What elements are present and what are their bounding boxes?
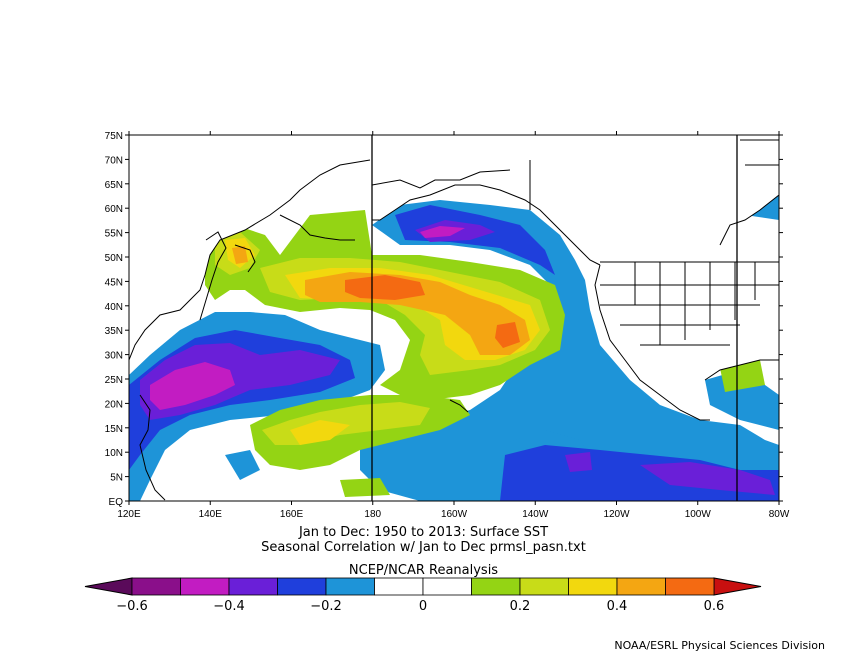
colorbar-swatch — [131, 577, 181, 596]
caption-line-2: Seasonal Correlation w/ Jan to Dec prmsl… — [261, 540, 586, 555]
colorbar-swatch — [519, 577, 569, 596]
lat-label: 75N — [105, 131, 123, 142]
lat-label: 5N — [110, 473, 123, 484]
colorbar-low-arrow — [84, 577, 133, 596]
credit-text: NOAA/ESRL Physical Sciences Division — [614, 639, 825, 652]
lon-label: 160W — [441, 509, 468, 520]
colorbar-label: 0 — [419, 599, 427, 614]
coastlines — [129, 139, 779, 501]
colorbar-swatch — [471, 577, 521, 596]
lon-label: 80W — [769, 509, 790, 520]
longitude-axis: 120E 140E 160E 180 160W 140W 120W 100W 80W — [117, 131, 790, 520]
lat-label: 15N — [105, 424, 123, 435]
correlation-field — [129, 135, 779, 501]
colorbar-swatch — [616, 577, 666, 596]
lon-label: 160E — [280, 509, 304, 520]
lat-label: 25N — [105, 375, 123, 386]
lat-label: 30N — [105, 351, 123, 362]
lat-label: 45N — [105, 277, 123, 288]
colorbar-swatch — [180, 577, 230, 596]
caption-line-3: NCEP/NCAR Reanalysis — [348, 563, 499, 578]
colorbar-swatch — [325, 577, 375, 596]
lon-label: 120E — [117, 509, 141, 520]
lon-label: 140W — [522, 509, 549, 520]
lat-label: 10N — [105, 448, 123, 459]
lat-label: 40N — [105, 302, 123, 313]
caption-line-1: Jan to Dec: 1950 to 2013: Surface SST — [298, 525, 549, 540]
lat-label: EQ — [109, 497, 124, 508]
lon-label: 120W — [603, 509, 630, 520]
colorbar-swatch — [422, 577, 472, 596]
lat-label: 50N — [105, 253, 123, 264]
colorbar-label: 0.6 — [704, 599, 725, 614]
colorbar-label: −0.4 — [213, 599, 245, 614]
colorbar-label: 0.2 — [510, 599, 531, 614]
lon-label: 180 — [364, 509, 381, 520]
colorbar-high-arrow — [713, 577, 762, 596]
colorbar-label: −0.6 — [116, 599, 148, 614]
colorbar-swatch — [374, 577, 424, 596]
lat-label: 20N — [105, 399, 123, 410]
lat-label: 60N — [105, 204, 123, 215]
lat-label: 70N — [105, 155, 123, 166]
colorbar: −0.6 −0.4 −0.2 0 0.2 0.4 0.6 — [84, 577, 762, 614]
colorbar-swatch — [228, 577, 278, 596]
colorbar-label: 0.4 — [607, 599, 628, 614]
lon-label: 140E — [199, 509, 223, 520]
lat-label: 65N — [105, 180, 123, 191]
lat-label: 55N — [105, 229, 123, 240]
lat-label: 35N — [105, 326, 123, 337]
colorbar-swatch — [665, 577, 715, 596]
lon-label: 100W — [685, 509, 712, 520]
latitude-axis: 75N 70N 65N 60N 55N 50N 45N 40N 35N 30N 25N 20N 15N 1… — [105, 131, 783, 508]
colorbar-swatch — [277, 577, 327, 596]
colorbar-label: −0.2 — [310, 599, 342, 614]
colorbar-swatch — [568, 577, 618, 596]
